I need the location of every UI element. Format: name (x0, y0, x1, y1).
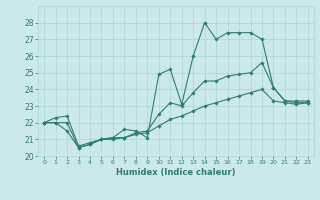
X-axis label: Humidex (Indice chaleur): Humidex (Indice chaleur) (116, 168, 236, 177)
